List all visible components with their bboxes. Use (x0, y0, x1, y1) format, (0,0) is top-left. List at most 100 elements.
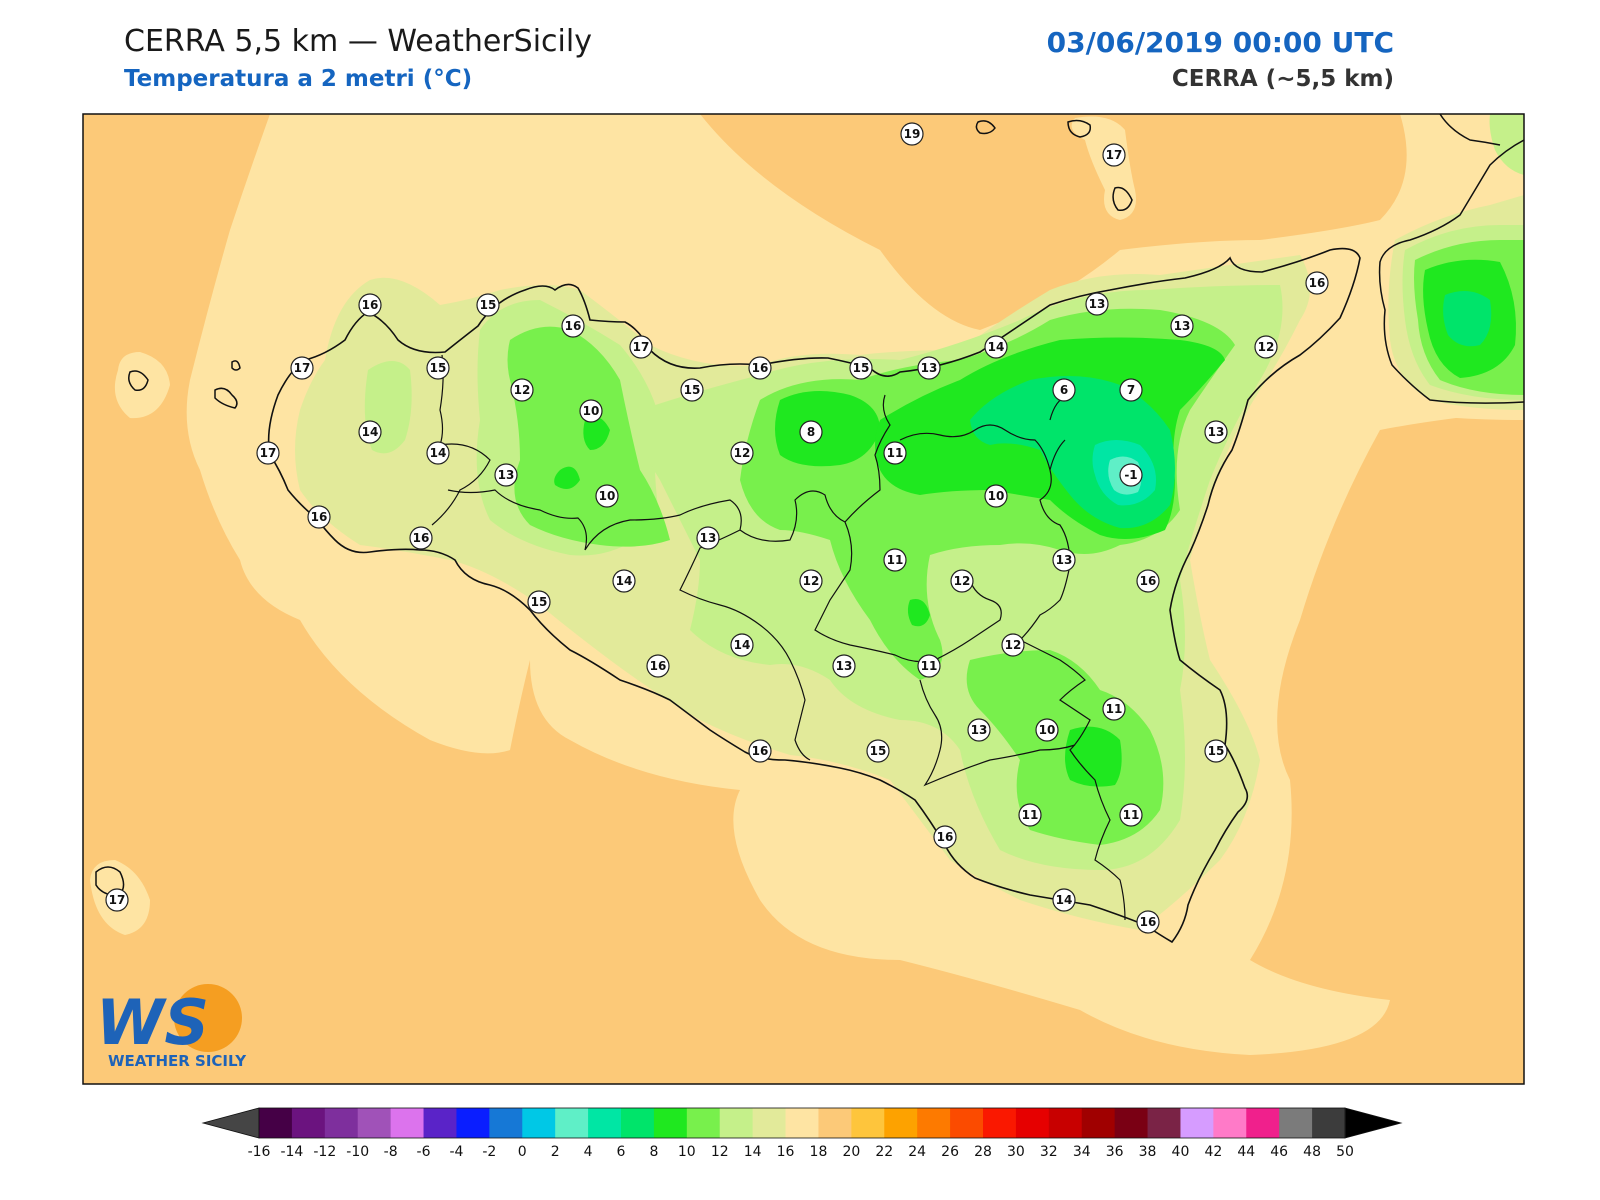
station-temperature-value: 12 (514, 383, 531, 397)
colorbar-segment (1048, 1108, 1083, 1138)
colorbar-segment (752, 1108, 787, 1138)
station-label: 13 (494, 463, 518, 487)
station-label: 13 (1170, 314, 1194, 338)
station-label: 13 (917, 356, 941, 380)
station-label: 8 (799, 420, 823, 444)
colorbar-segment (1081, 1108, 1116, 1138)
station-marker-circle (358, 293, 382, 317)
colorbar-segment (588, 1108, 622, 1138)
station-marker-circle (1001, 633, 1025, 657)
station-temperature-value: 13 (836, 659, 853, 673)
weather-sicily-logo: WS WEATHER SICILY (96, 984, 247, 1070)
station-label: 16 (1305, 271, 1329, 295)
station-marker-circle (883, 441, 907, 465)
station-marker-circle (1052, 888, 1076, 912)
station-label: 17 (1102, 143, 1126, 167)
calabria-coastline (1378, 114, 1524, 404)
valid-datetime: 03/06/2019 00:00 UTC (1046, 26, 1394, 59)
station-temperature-value: 13 (1208, 425, 1225, 439)
station-label: 11 (1102, 697, 1126, 721)
station-temperature-value: 8 (807, 425, 815, 439)
station-label: 14 (730, 633, 754, 657)
colorbar-under-arrow (201, 1107, 260, 1139)
station-label: 19 (900, 122, 924, 146)
station-temperature-value: 11 (1123, 808, 1140, 822)
colorbar-segment (1312, 1108, 1346, 1138)
colorbar-segment (456, 1108, 490, 1138)
colorbar-tick-label: 8 (649, 1144, 658, 1160)
station-label: 13 (696, 526, 720, 550)
station-temperature-value: 15 (480, 298, 497, 312)
colorbar-segment (1114, 1108, 1149, 1138)
station-marker-circle (1136, 569, 1160, 593)
colorbar-tick-label: -10 (346, 1144, 369, 1160)
station-marker-circle (426, 356, 450, 380)
station-label: 15 (527, 590, 551, 614)
station-temperature-value: 17 (1106, 148, 1123, 162)
station-temperature-value: 12 (803, 574, 820, 588)
station-marker-circle (1170, 314, 1194, 338)
station-label: 12 (799, 569, 823, 593)
colorbar-segment (522, 1108, 556, 1138)
station-marker-circle (579, 399, 603, 423)
colorbar-frame (258, 1107, 1346, 1139)
colorbar-over-arrow (1344, 1107, 1403, 1139)
colorbar-tick-label: 22 (875, 1144, 893, 1160)
station-marker-circle (561, 314, 585, 338)
station-label: 17 (256, 441, 280, 465)
station-marker-circle (1085, 292, 1109, 316)
band-8-10-iblei (1065, 726, 1122, 787)
colorbar-tick-label: -14 (280, 1144, 303, 1160)
station-label: 15 (849, 356, 873, 380)
station-temperature-value: 17 (109, 893, 126, 907)
station-temperature-value: 11 (1022, 808, 1039, 822)
station-temperature-value: 16 (413, 531, 430, 545)
station-label: 10 (579, 399, 603, 423)
station-temperature-value: 15 (430, 361, 447, 375)
station-marker-circle (900, 122, 924, 146)
colorbar-tick-label: -8 (384, 1144, 398, 1160)
station-temperature-value: 10 (988, 489, 1005, 503)
colorbar-tick-label: 32 (1040, 1144, 1058, 1160)
station-temperature-value: 16 (1309, 276, 1326, 290)
station-label: 13 (832, 654, 856, 678)
station-temperature-value: 16 (752, 361, 769, 375)
logo-sun-icon (174, 984, 242, 1052)
colorbar-tick-label: 14 (744, 1144, 762, 1160)
station-marker-circle (1204, 739, 1228, 763)
colorbar-tick-label: 44 (1237, 1144, 1255, 1160)
station-temperature-value: 14 (988, 340, 1005, 354)
colorbar-segment (357, 1108, 392, 1138)
station-marker-circle (950, 569, 974, 593)
station-label: 16 (561, 314, 585, 338)
colorbar-tick-label: 36 (1106, 1144, 1124, 1160)
station-temperature-value: 17 (260, 446, 277, 460)
station-temperature-value: 6 (1060, 383, 1068, 397)
colorbar-segment (489, 1108, 523, 1138)
logo-name: WEATHER SICILY (108, 1052, 247, 1070)
model-name: CERRA (~5,5 km) (1171, 66, 1394, 92)
station-temperature-value: 14 (430, 446, 447, 460)
colorbar-tick-label: 50 (1336, 1144, 1354, 1160)
colorbar-tick-label: -4 (449, 1144, 463, 1160)
colorbar-segment (785, 1108, 820, 1138)
station-marker-circle (696, 526, 720, 550)
station-temperature-value: 10 (599, 489, 616, 503)
station-temperature-value: 13 (1174, 319, 1191, 333)
station-label: 13 (1052, 548, 1076, 572)
station-temperature-value: 16 (650, 659, 667, 673)
station-temperature-value: 13 (1056, 553, 1073, 567)
band-16-18-egadi (114, 352, 170, 419)
colorbar-segment (621, 1108, 655, 1138)
station-label: 15 (476, 293, 500, 317)
variable-subtitle: Temperatura a 2 metri (°C) (124, 66, 473, 92)
station-label: 12 (1001, 633, 1025, 657)
station-label: 11 (1119, 803, 1143, 827)
station-marker-circle (426, 441, 450, 465)
colorbar-segment (1015, 1108, 1050, 1138)
colorbar-segment (1147, 1108, 1182, 1138)
station-marker-circle (984, 335, 1008, 359)
station-label: 16 (646, 654, 670, 678)
station-temperature-value: 15 (1208, 744, 1225, 758)
station-marker-circle (409, 526, 433, 550)
